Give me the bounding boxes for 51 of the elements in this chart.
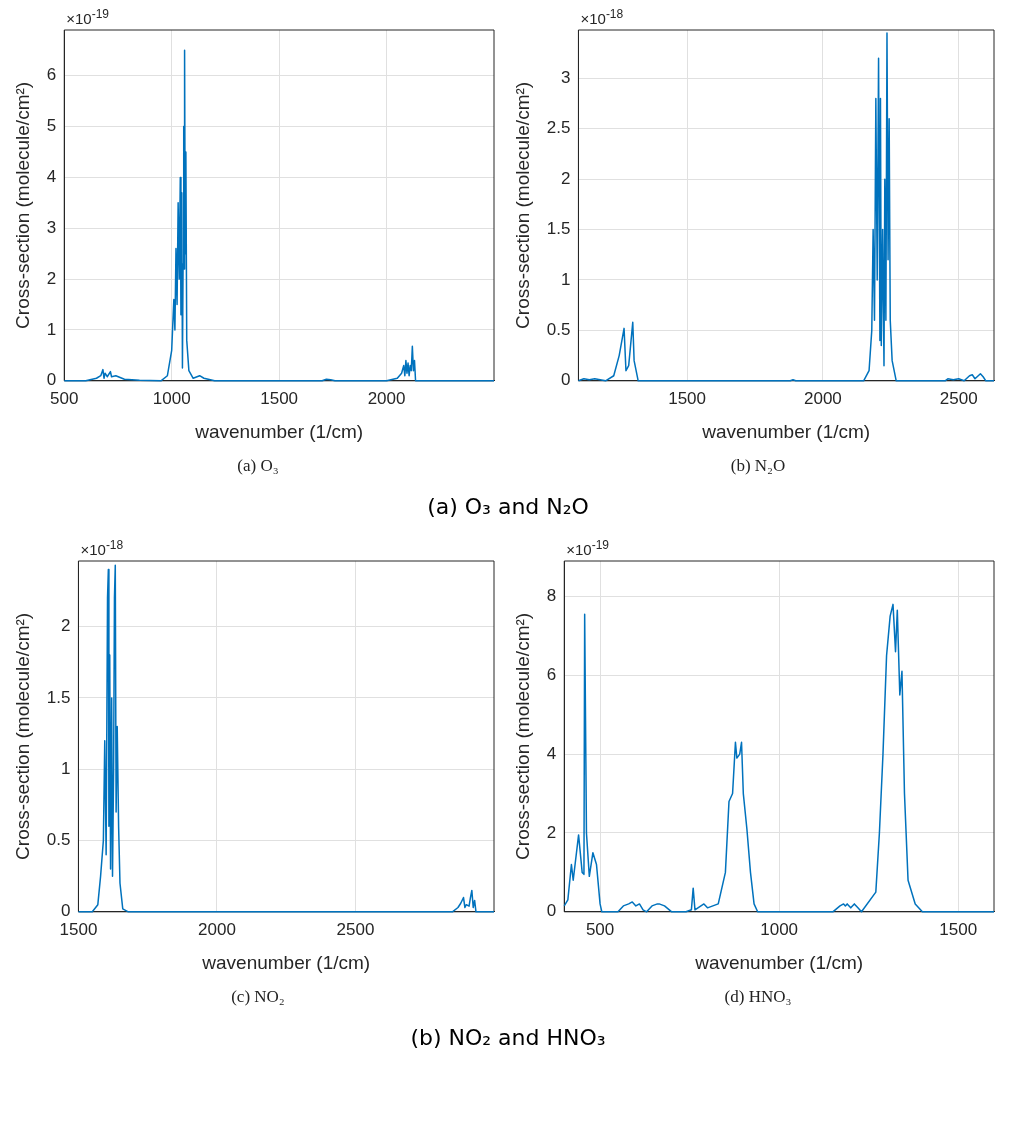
y-tick-label: 6	[46, 65, 57, 85]
x-tick-label: 1000	[760, 919, 799, 939]
x-tick-label: 1500	[59, 919, 98, 939]
y-axis-title: Cross-section (molecule/cm²)	[11, 81, 33, 329]
x-tick-label: 1000	[152, 388, 191, 408]
y-tick-label: 0	[60, 901, 71, 921]
y-axis-title: Cross-section (molecule/cm²)	[511, 81, 533, 329]
y-tick-label: 0	[46, 370, 57, 390]
y-tick-label: 1	[60, 758, 71, 778]
y-tick-label: 1.5	[46, 687, 71, 707]
y-tick-label: 4	[546, 743, 557, 763]
text: (a) O₃	[236, 456, 280, 476]
x-tick-label: 1500	[260, 388, 299, 408]
y-tick-label: 0.5	[546, 320, 571, 340]
y-tick-label: 0.5	[46, 830, 71, 850]
y-tick-label: 0	[560, 370, 571, 390]
y-tick-label: 3	[560, 68, 571, 88]
x-tick-label: 1500	[668, 388, 706, 408]
text: (c) NO₂	[230, 987, 286, 1007]
y-tick-label: 2	[546, 822, 557, 842]
y-tick-label: 8	[546, 586, 557, 606]
y-tick-label: 1	[46, 319, 57, 339]
x-tick-label: 2000	[198, 919, 236, 939]
y-tick-label: 1.5	[546, 219, 571, 239]
text: (b) N₂O	[729, 456, 787, 476]
text: (b) NO₂ and HNO₃	[409, 1025, 607, 1050]
y-tick-label: 4	[46, 167, 57, 187]
y-tick-label: 2	[60, 616, 71, 636]
x-tick-label: 2500	[939, 388, 978, 408]
x-tick-label: 1500	[939, 919, 978, 939]
y-tick-label: 3	[46, 217, 57, 237]
y-tick-label: 2.5	[546, 118, 571, 138]
x-tick-label: 500	[50, 388, 79, 408]
y-axis-title: Cross-section (molecule/cm²)	[11, 612, 33, 860]
y-tick-label: 5	[46, 116, 57, 136]
text: (d) HNO₃	[723, 987, 793, 1007]
x-tick-label: 2500	[336, 919, 375, 939]
x-axis-title: wavenumber (1/cm)	[694, 951, 864, 973]
x-tick-label: 2000	[367, 388, 406, 408]
text: (a) O₃ and N₂O	[426, 494, 590, 519]
y-axis-title: Cross-section (molecule/cm²)	[511, 612, 533, 860]
y-tick-label: 2	[560, 168, 571, 188]
y-tick-label: 2	[46, 268, 57, 288]
x-tick-label: 2000	[803, 388, 842, 408]
x-axis-title: wavenumber (1/cm)	[201, 951, 371, 973]
y-tick-label: 0	[546, 901, 557, 921]
x-axis-title: wavenumber (1/cm)	[194, 420, 364, 442]
x-tick-label: 500	[585, 919, 615, 939]
x-axis-title: wavenumber (1/cm)	[701, 420, 871, 442]
y-tick-label: 6	[546, 664, 557, 684]
y-tick-label: 1	[560, 269, 571, 289]
